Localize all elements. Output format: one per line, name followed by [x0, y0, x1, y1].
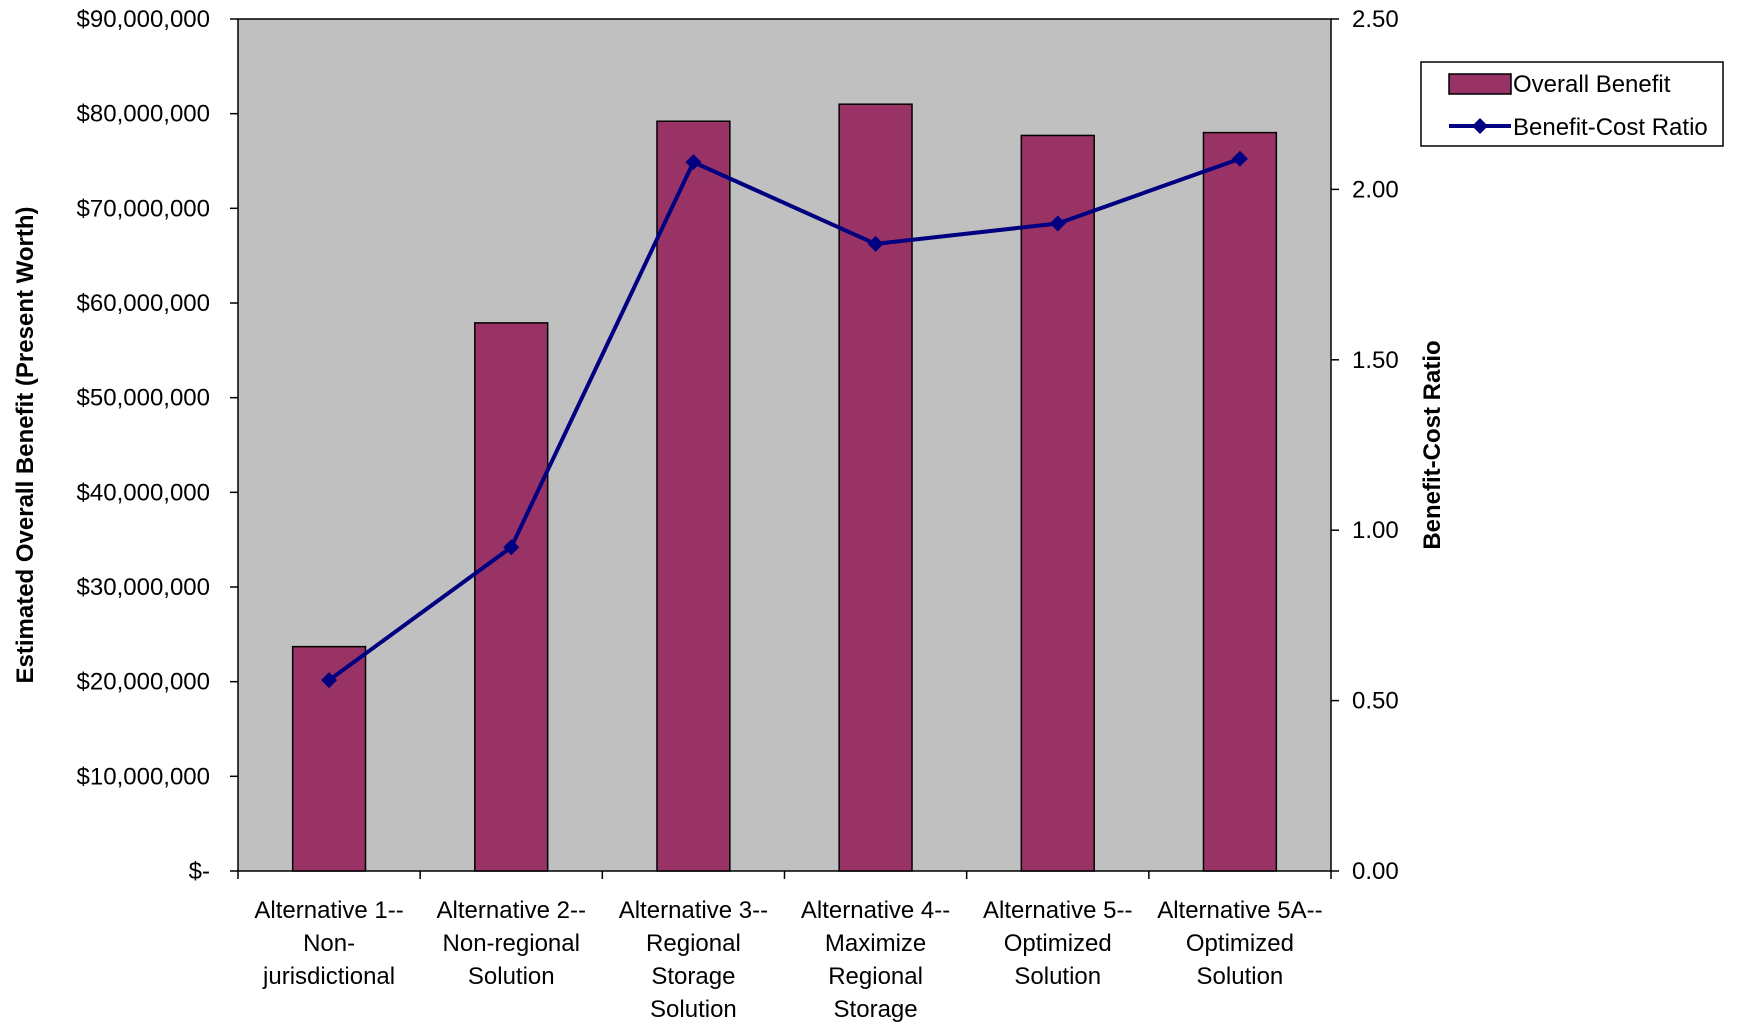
x-axis-category-label-line: Optimized: [1186, 930, 1294, 957]
point-benefit-cost-ratio-4: [867, 235, 884, 252]
point-benefit-cost-ratio-5: [1049, 215, 1066, 232]
left-axis-tick-label-9: $90,000,000: [77, 6, 210, 33]
left-axis-tick-label-2: $20,000,000: [77, 669, 210, 696]
left-axis-tick-label-1: $10,000,000: [77, 763, 210, 790]
x-axis-category-label-line: Alternative 5--: [983, 897, 1132, 924]
x-axis-category-label-line: Optimized: [1004, 930, 1112, 957]
point-benefit-cost-ratio-1: [321, 672, 338, 689]
right-axis-tick-label-3: 1.50: [1352, 347, 1399, 374]
labels-layer: $- $10,000,000 $20,000,000 $30,000,000 $40,0…: [77, 6, 1399, 1022]
x-axis-category-label-line: Alternative 5A--: [1157, 897, 1322, 924]
x-axis-category-label-line: Storage: [651, 963, 735, 990]
x-axis-category-label-line: Solution: [650, 996, 737, 1022]
bar-overall-benefit-2: [474, 322, 549, 872]
right-axis-tick-label-4: 2.00: [1352, 176, 1399, 203]
x-axis-category-label-line: Storage: [834, 996, 918, 1022]
left-axis-tick-label-6: $60,000,000: [77, 290, 210, 317]
point-benefit-cost-ratio-6: [1231, 150, 1248, 167]
legend-label-overall-benefit: Overall Benefit: [1513, 71, 1671, 98]
left-axis-tick-label-5: $50,000,000: [77, 385, 210, 412]
bar-overall-benefit-5: [1020, 134, 1095, 872]
x-axis-category-label-4: Alternative 4-- Maximize Regional Storage: [801, 897, 950, 1022]
line-benefit-cost-ratio: [327, 156, 1241, 682]
legend-label-benefit-cost-ratio: Benefit-Cost Ratio: [1513, 114, 1708, 141]
point-benefit-cost-ratio-3: [685, 154, 702, 171]
right-axis-tick-label-0: 0.00: [1352, 858, 1399, 885]
bars-layer: [291, 103, 1278, 872]
x-axis-category-label-line: Solution: [468, 963, 555, 990]
x-axis-category-label-3: Alternative 3-- Regional Storage Solution: [619, 897, 768, 1022]
left-axis-tick-label-4: $40,000,000: [77, 479, 210, 506]
legend: Overall Benefit Benefit-Cost Ratio: [1420, 61, 1724, 147]
x-axis-category-label-line: Alternative 3--: [619, 897, 768, 924]
x-axis-category-label-1: Alternative 1-- Non-jurisdictional: [254, 897, 403, 990]
x-axis-category-label-line: Alternative 4--: [801, 897, 950, 924]
x-axis-category-label-line: Regional: [828, 963, 923, 990]
axes-layer: [230, 18, 1339, 879]
x-axis-category-label-5: Alternative 5-- Optimized Solution: [983, 897, 1132, 990]
x-axis-category-label-line: Maximize: [825, 930, 926, 957]
x-axis-category-label-line: Alternative 1--: [254, 897, 403, 924]
bar-overall-benefit-3: [656, 120, 731, 872]
legend-swatch-overall-benefit: [1448, 73, 1512, 95]
legend-marker-benefit-cost-ratio: [1472, 118, 1488, 134]
point-benefit-cost-ratio-2: [503, 539, 520, 556]
bar-overall-benefit-6: [1202, 131, 1278, 872]
right-axis-tick-label-1: 0.50: [1352, 688, 1399, 715]
right-axis-tick-label-2: 1.00: [1352, 517, 1399, 544]
x-axis-category-label-line: Alternative 2--: [437, 897, 586, 924]
x-axis-category-label-2: Alternative 2-- Non-regional Solution: [437, 897, 586, 990]
line-layer: [321, 150, 1248, 689]
left-axis-tick-label-0: $-: [189, 858, 210, 885]
x-axis-category-label-line: Regional: [646, 930, 741, 957]
left-axis-title: Estimated Overall Benefit (Present Worth…: [12, 207, 39, 684]
x-axis-category-label-line: Non-regional: [443, 930, 580, 957]
x-axis-category-label-6: Alternative 5A-- Optimized Solution: [1157, 897, 1322, 990]
x-axis-category-label-line: Solution: [1197, 963, 1284, 990]
plot-area: [237, 18, 1332, 872]
right-axis-tick-label-5: 2.50: [1352, 6, 1399, 33]
x-axis-category-label-line: jurisdictional: [262, 963, 395, 990]
bar-overall-benefit-4: [838, 103, 913, 872]
left-axis-tick-label-8: $80,000,000: [77, 101, 210, 128]
right-axis-title: Benefit-Cost Ratio: [1419, 340, 1446, 549]
left-axis-tick-label-3: $30,000,000: [77, 574, 210, 601]
x-axis-category-label-line: Solution: [1014, 963, 1101, 990]
left-axis-tick-label-7: $70,000,000: [77, 195, 210, 222]
x-axis-category-label-line: Non-: [303, 930, 355, 957]
